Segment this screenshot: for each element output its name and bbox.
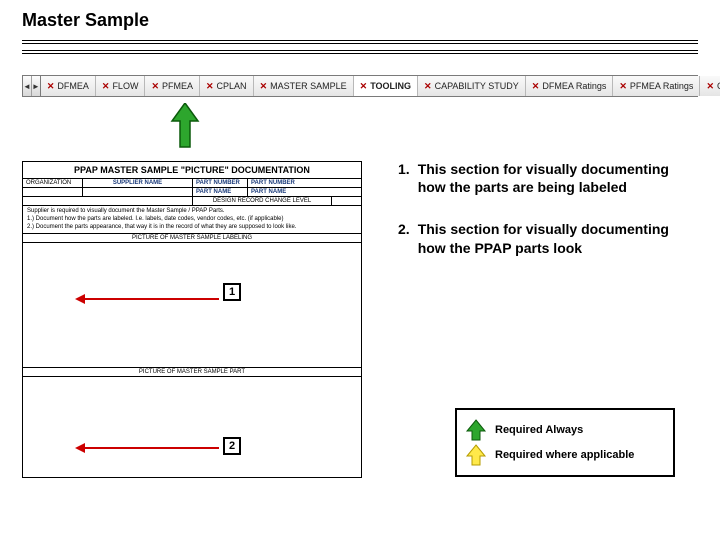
tab-dfmea[interactable]: ✕DFMEA [41,76,96,96]
cell: SUPPLIER NAME [83,179,193,187]
bullet-num: 1. [398,160,410,196]
form-subhead: PICTURE OF MASTER SAMPLE LABELING [23,234,361,243]
cell [23,188,83,196]
tab-label: FLOW [112,81,138,91]
form-row: PART NAME PART NAME [23,188,361,197]
tab-flow[interactable]: ✕FLOW [96,76,146,96]
scroll-left-icon[interactable]: ◄ [23,76,32,96]
cell: PART NUMBER [193,179,248,187]
picture-area-2: 2 [23,377,361,477]
tab-label: TOOLING [370,81,411,91]
cell: DESIGN RECORD CHANGE LEVEL [193,197,331,205]
arrow-left-icon [83,298,219,300]
tab-tooling[interactable]: ✕TOOLING [354,76,418,96]
form-subhead: PICTURE OF MASTER SAMPLE PART [23,368,361,377]
arrow-up-icon [170,103,200,148]
cell: PART NUMBER [248,179,361,187]
picture-area-1: 1 [23,243,361,368]
legend-label: Required where applicable [495,449,634,461]
tab-label: DFMEA [57,81,89,91]
divider [22,50,698,54]
legend-label: Required Always [495,424,583,436]
cell [23,197,193,205]
tab-label: MASTER SAMPLE [270,81,347,91]
close-icon: ✕ [706,81,714,92]
bullet-num: 2. [398,220,410,256]
bullet-item: 2. This section for visually documenting… [398,220,698,256]
close-icon: ✕ [619,81,627,92]
bullet-text: This section for visually documenting ho… [418,220,698,256]
cell [331,197,361,205]
legend: Required Always Required where applicabl… [455,408,675,477]
tab-label: DFMEA Ratings [542,81,606,91]
arrow-up-green-icon [465,419,487,441]
sheet-tabs: ◄ ► ✕DFMEA ✕FLOW ✕PFMEA ✕CPLAN ✕MASTER S… [22,75,698,97]
arrow-up-yellow-icon [465,444,487,466]
tab-label: CPLAN [217,81,247,91]
bullet-list: 1. This section for visually documenting… [398,160,698,281]
close-icon: ✕ [360,81,368,92]
cell: PART NAME [193,188,248,196]
form-title: PPAP MASTER SAMPLE "PICTURE" DOCUMENTATI… [23,162,361,179]
ppap-form: PPAP MASTER SAMPLE "PICTURE" DOCUMENTATI… [22,161,362,478]
close-icon: ✕ [260,81,268,92]
note-line: 1.) Document how the parts are labeled. … [27,216,357,224]
tab-cplan[interactable]: ✕CPLAN [200,76,254,96]
tab-capability-study[interactable]: ✕CAPABILITY STUDY [418,76,526,96]
cell [83,188,193,196]
callout-1: 1 [223,283,241,301]
note-line: Supplier is required to visually documen… [27,208,357,216]
tab-label: PFMEA [162,81,193,91]
bullet-text: This section for visually documenting ho… [418,160,698,196]
divider [22,40,698,44]
tab-master-sample[interactable]: ✕MASTER SAMPLE [254,76,354,96]
note-line: 2.) Document the parts appearance, that … [27,224,357,232]
close-icon: ✕ [206,81,214,92]
legend-row: Required where applicable [465,444,665,466]
legend-row: Required Always [465,419,665,441]
page-title: Master Sample [22,10,149,31]
cell: ORGANIZATION [23,179,83,187]
close-icon: ✕ [424,81,432,92]
cell: PART NAME [248,188,361,196]
tab-label: CAPABILITY STUDY [435,81,519,91]
scroll-right-icon[interactable]: ► [32,76,41,96]
tab-dfmea-ratings[interactable]: ✕DFMEA Ratings [526,76,614,96]
tab-label: PFMEA Ratings [630,81,694,91]
tab-grr[interactable]: ✕GR&R ATT(Analytic [700,76,720,96]
form-note: Supplier is required to visually documen… [23,206,361,234]
close-icon: ✕ [151,81,159,92]
arrow-left-icon [83,447,219,449]
form-row: DESIGN RECORD CHANGE LEVEL [23,197,361,206]
form-row: ORGANIZATION SUPPLIER NAME PART NUMBER P… [23,179,361,188]
tab-pfmea[interactable]: ✕PFMEA [145,76,200,96]
close-icon: ✕ [47,81,55,92]
close-icon: ✕ [102,81,110,92]
tab-pfmea-ratings[interactable]: ✕PFMEA Ratings [613,76,700,96]
bullet-item: 1. This section for visually documenting… [398,160,698,196]
callout-2: 2 [223,437,241,455]
close-icon: ✕ [532,81,540,92]
